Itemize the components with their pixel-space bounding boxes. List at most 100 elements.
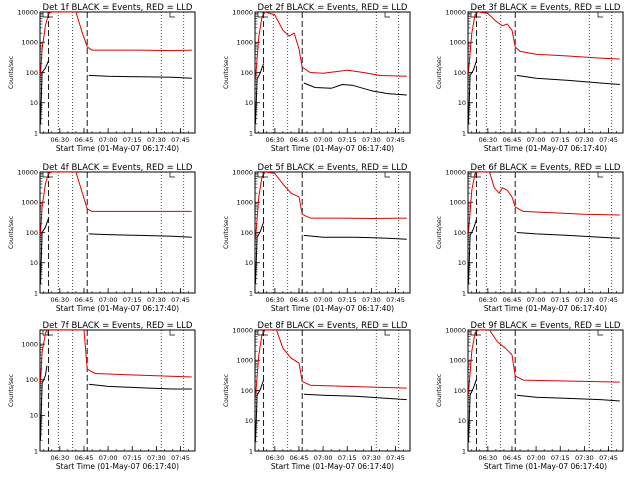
x-tick-label: 07:30 [575,296,594,304]
corner-marker [42,330,48,336]
y-tick-label: 1 [462,129,466,137]
x-tick-label: 07:30 [147,136,166,144]
y-tick-label: 100 [26,229,38,237]
series-line-events [40,365,192,441]
x-axis-label: Start Time (01-May-07 06:17:40) [484,462,607,471]
panel-6: Det 6f BLACK = Events, RED = LLD 1 10 100 10… [436,163,624,313]
panel-title: Det 2f BLACK = Events, RED = LLD [258,3,408,13]
y-tick-label: 10 [458,99,466,107]
x-tick-label: 07:00 [99,454,118,462]
y-tick-label: 1000 [21,39,38,47]
panel-title: Det 3f BLACK = Events, RED = LLD [471,3,621,13]
corner-marker [257,172,263,178]
x-axis-label: Start Time (01-May-07 06:17:40) [56,144,179,153]
series-line-events [468,378,620,442]
corner-marker [597,330,603,336]
x-tick-label: 07:30 [362,454,381,462]
y-tick-label: 100 [241,69,253,77]
series-line-events [468,218,620,284]
x-axis-label: Start Time (01-May-07 06:17:40) [484,144,607,153]
y-axis-label: Counts/sec [223,56,230,89]
x-tick-label: 07:00 [314,296,333,304]
panel-4: Det 4f BLACK = Events, RED = LLD 1 10 100 10… [8,163,196,313]
y-tick-label: 10000 [17,8,38,16]
y-tick-label: 1 [249,129,253,137]
x-tick-label: 06:45 [503,136,522,144]
x-tick-label: 06:45 [75,136,94,144]
x-tick-label: 06:45 [290,296,309,304]
x-tick-label: 07:00 [527,296,546,304]
x-tick-label: 06:30 [478,136,497,144]
y-tick-label: 1 [34,129,38,137]
y-tick-label: 100 [26,69,38,77]
x-tick-label: 07:30 [575,454,594,462]
x-tick-label: 07:30 [147,454,166,462]
x-tick-label: 07:00 [314,454,333,462]
y-tick-label: 1000 [21,199,38,207]
panel-8: Det 8f BLACK = Events, RED = LLD 1 10 100 10… [223,321,411,471]
series-line-events [40,60,192,124]
x-tick-label: 06:45 [290,454,309,462]
plot-frame [254,329,411,452]
corner-marker [257,330,263,336]
corner-marker [262,330,268,336]
x-tick-label: 06:45 [75,296,94,304]
y-tick-label: 1 [249,289,253,297]
corner-marker [475,172,481,178]
x-tick-label: 07:15 [338,136,357,144]
y-tick-label: 1 [462,447,466,455]
x-tick-label: 07:00 [99,136,118,144]
x-tick-label: 07:15 [338,296,357,304]
plot-frame [467,11,624,134]
x-tick-label: 07:15 [551,454,570,462]
x-tick-label: 06:45 [75,454,94,462]
panel-title: Det 8f BLACK = Events, RED = LLD [258,321,408,331]
x-tick-label: 07:45 [599,296,618,304]
series-line-lld [40,172,192,236]
y-tick-label: 1000 [236,39,253,47]
x-tick-label: 07:45 [599,136,618,144]
panel-title: Det 6f BLACK = Events, RED = LLD [471,163,621,173]
corner-marker [262,172,268,178]
series-line-events [255,63,407,124]
x-tick-label: 07:00 [527,136,546,144]
y-tick-label: 1 [249,447,253,455]
x-axis-label: Start Time (01-May-07 06:17:40) [271,462,394,471]
panel-title: Det 7f BLACK = Events, RED = LLD [43,321,193,331]
panel-2: Det 2f BLACK = Events, RED = LLD 1 10 100 10… [223,3,411,153]
y-axis-label: Counts/sec [436,374,443,407]
y-tick-label: 10000 [445,326,466,334]
y-tick-label: 10 [30,412,38,420]
x-tick-label: 07:45 [599,454,618,462]
series-line-events [255,221,407,284]
y-tick-label: 10 [458,259,466,267]
plot-frame [39,329,196,452]
x-tick-label: 07:00 [314,136,333,144]
corner-marker [384,12,390,18]
panel-title: Det 4f BLACK = Events, RED = LLD [43,163,193,173]
y-tick-label: 10000 [232,326,253,334]
x-tick-label: 07:45 [386,296,405,304]
x-tick-label: 07:45 [171,454,190,462]
corner-marker [42,172,48,178]
series-line-events [255,379,407,442]
corner-marker [597,172,603,178]
panel-title: Det 5f BLACK = Events, RED = LLD [258,163,408,173]
series-line-events [468,60,620,124]
y-tick-label: 1000 [449,357,466,365]
plot-frame [39,11,196,134]
x-tick-label: 07:00 [99,296,118,304]
y-axis-label: Counts/sec [436,56,443,89]
x-tick-label: 06:30 [50,454,69,462]
y-tick-label: 1000 [21,340,38,348]
y-tick-label: 10 [245,99,253,107]
x-tick-label: 07:15 [338,454,357,462]
x-tick-label: 07:15 [123,136,142,144]
y-tick-label: 1 [462,289,466,297]
y-tick-label: 10 [245,259,253,267]
y-axis-label: Counts/sec [8,374,15,407]
corner-marker [169,12,175,18]
x-tick-label: 07:30 [147,296,166,304]
y-tick-label: 100 [241,387,253,395]
x-tick-label: 06:30 [265,136,284,144]
